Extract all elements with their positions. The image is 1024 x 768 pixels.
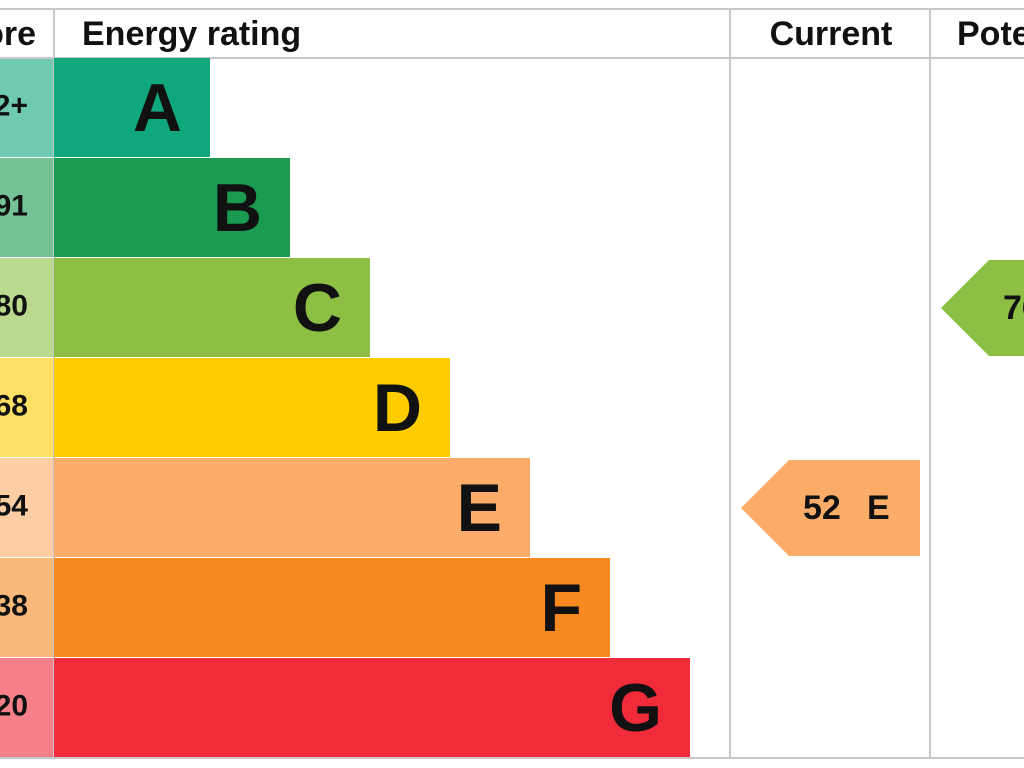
band-bar bbox=[54, 358, 450, 457]
band-score: 39-54 bbox=[0, 490, 28, 523]
band-bar bbox=[54, 558, 610, 657]
score-cell bbox=[0, 458, 54, 557]
header-energy-rating: Energy rating bbox=[82, 15, 301, 53]
header-current: Current bbox=[770, 15, 893, 53]
band-letter: C bbox=[293, 270, 342, 346]
rating-score: 52 bbox=[803, 489, 841, 527]
band-bar bbox=[54, 658, 690, 757]
score-cell bbox=[0, 158, 54, 257]
band-bar bbox=[54, 58, 210, 157]
band-letter: A bbox=[133, 70, 182, 146]
score-cell bbox=[0, 358, 54, 457]
band-score: 81-91 bbox=[0, 190, 28, 223]
band-bar bbox=[54, 158, 290, 257]
band-letter: F bbox=[540, 570, 582, 646]
score-cell bbox=[0, 558, 54, 657]
band-letter: G bbox=[609, 670, 662, 746]
header-score: Score bbox=[0, 15, 36, 53]
band-letter: D bbox=[373, 370, 422, 446]
band-bar bbox=[54, 458, 530, 557]
rating-arrow bbox=[741, 460, 920, 556]
rating-letter: E bbox=[867, 489, 890, 527]
band-score: 69-80 bbox=[0, 290, 28, 323]
score-cell bbox=[0, 658, 54, 757]
rating-arrow bbox=[941, 260, 1024, 356]
band-score: 55-68 bbox=[0, 390, 28, 423]
band-letter: E bbox=[457, 470, 502, 546]
band-score: 92+ bbox=[0, 90, 28, 123]
band-score: 1-20 bbox=[0, 690, 28, 723]
band-score: 21-38 bbox=[0, 590, 28, 623]
band-bar bbox=[54, 258, 370, 357]
score-cell bbox=[0, 58, 54, 157]
header-potential: Potential bbox=[957, 15, 1024, 53]
score-cell bbox=[0, 258, 54, 357]
rating-score: 76 bbox=[1003, 289, 1024, 327]
band-letter: B bbox=[213, 170, 262, 246]
